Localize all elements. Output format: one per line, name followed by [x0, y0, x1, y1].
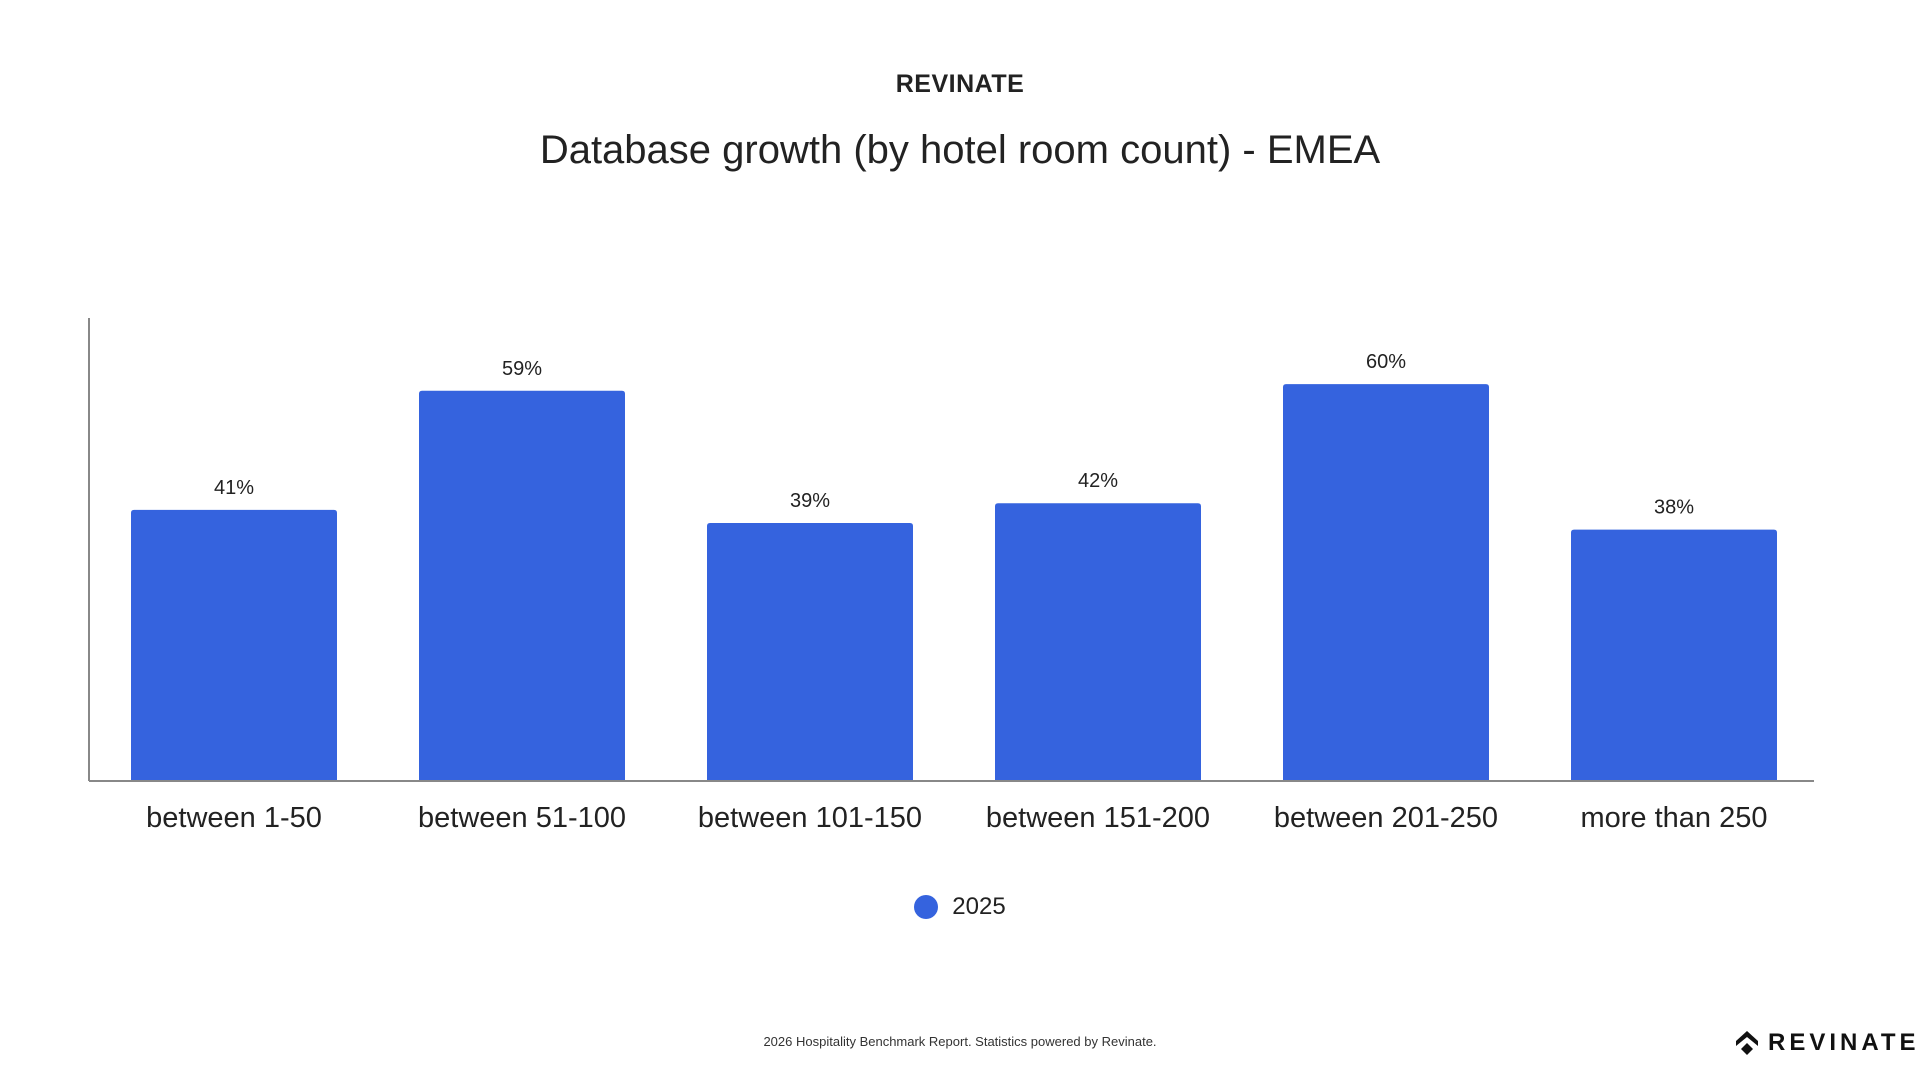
- data-label: 38%: [1654, 497, 1694, 519]
- bar: [995, 503, 1201, 781]
- x-tick-label: between 1-50: [146, 802, 322, 834]
- bar: [707, 523, 913, 781]
- brand-heading: REVINATE: [895, 70, 1025, 98]
- x-tick-label: more than 250: [1580, 802, 1767, 834]
- data-label: 42%: [1078, 470, 1118, 492]
- x-tick-label: between 151-200: [986, 802, 1210, 834]
- x-tick-label: between 51-100: [418, 802, 626, 834]
- bar: [1571, 529, 1777, 781]
- bar-chart: 41% between 1-50 59% between 51-100 39% betwe…: [88, 318, 1814, 834]
- x-tick-label: between 101-150: [698, 802, 922, 834]
- data-label: 59%: [502, 358, 542, 380]
- legend-marker-icon: [914, 895, 939, 919]
- bar: [131, 509, 337, 781]
- legend-label: 2025: [952, 893, 1006, 920]
- bar: [1283, 384, 1489, 781]
- legend: 2025: [0, 893, 1920, 921]
- bar: [419, 390, 625, 781]
- data-label: 39%: [790, 490, 830, 512]
- chart-title: Database growth (by hotel room count) - …: [539, 128, 1381, 172]
- logo-text: REVINATE: [1768, 1029, 1920, 1056]
- revinate-logo-icon: [1736, 1031, 1758, 1055]
- data-label: 60%: [1366, 351, 1406, 373]
- footer-text: 2026 Hospitality Benchmark Report. Stati…: [763, 1034, 1157, 1049]
- data-label: 41%: [214, 477, 254, 499]
- revinate-logo: REVINATE: [1736, 1029, 1920, 1057]
- x-tick-label: between 201-250: [1274, 802, 1498, 834]
